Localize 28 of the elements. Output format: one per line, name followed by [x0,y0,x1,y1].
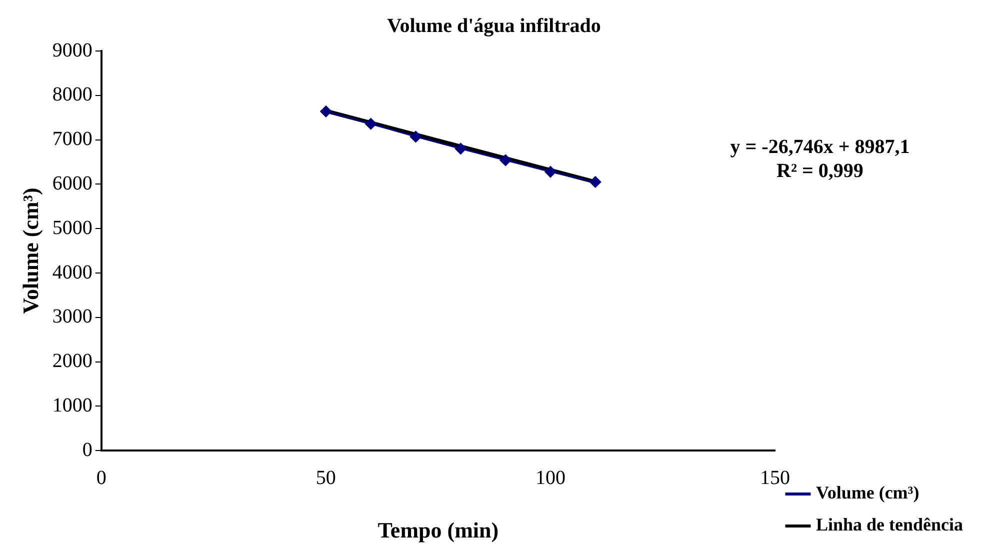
x-tick-label: 150 [760,466,790,489]
y-tick-label: 9000 [52,39,92,62]
y-tick-label: 7000 [52,128,92,150]
point [365,118,377,130]
y-tick-label: 2000 [52,350,92,372]
point [320,106,332,118]
y-tick-label: 0 [82,438,92,461]
point [410,130,422,142]
x-tick-label: 100 [535,466,566,489]
y-tick-label: 8000 [52,84,92,106]
point [544,166,556,178]
legend-label: Linha de tendência [816,514,964,535]
annotation: y = -26,746x + 8987,1 [730,136,910,158]
point [590,176,602,188]
y-tick-label: 1000 [52,394,92,416]
y-tick-label: 4000 [52,261,92,284]
x-axis-title: Tempo (min) [378,517,499,542]
y-tick-label: 3000 [52,306,92,328]
chart-title: Volume d'água infiltrado [387,15,601,38]
y-axis-title: Volume (cm³) [18,188,43,314]
y-tick-label: 5000 [52,216,92,239]
point [500,154,512,166]
x-tick-label: 0 [96,466,106,489]
point [454,142,466,154]
text: R² = 0,999 [776,160,864,182]
legend-label: Volume (cm³) [816,482,920,503]
y-tick-label: 6000 [52,172,92,194]
x-tick-label: 50 [316,466,336,489]
